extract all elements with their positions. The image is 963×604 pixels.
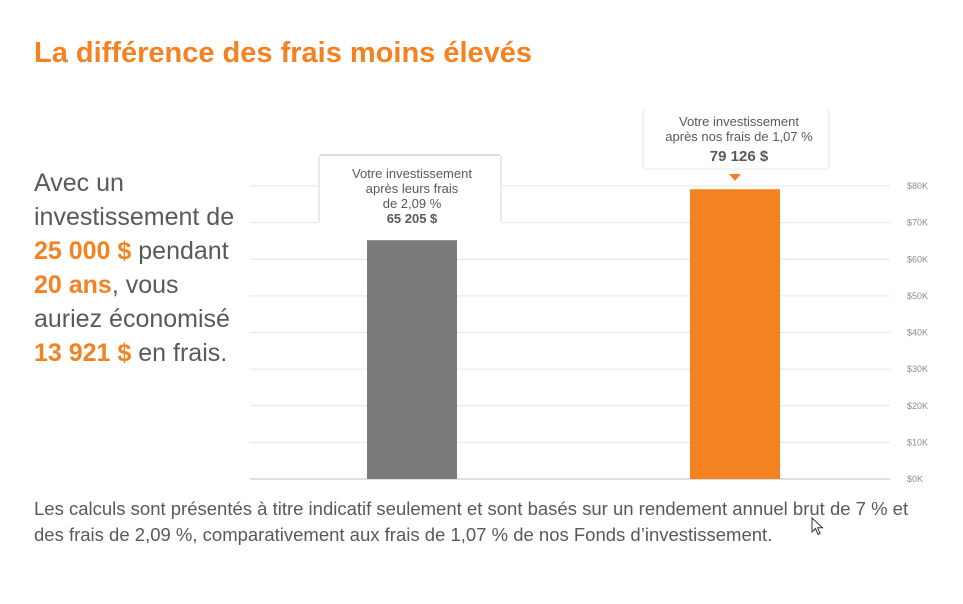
y-tick-label: $40K [907,328,928,338]
mouse-cursor-icon [811,517,824,536]
y-axis-ticks: $0K $10K $20K $30K $40K $50K $60K $70K $80K [907,181,928,484]
bar-2 [690,189,780,479]
lead-text: Avec un investissement de 25 000 $ penda… [34,166,249,370]
y-tick-label: $60K [907,254,928,264]
callout-box [318,155,502,240]
callout-line: après nos frais de 1,07 % [665,129,813,144]
callout-value: 79 126 $ [710,148,769,165]
lead-text-part-2: pendant [131,237,229,265]
y-tick-label: $50K [907,291,928,301]
y-tick-label: $70K [907,218,928,228]
callout-line: après leurs frais [366,181,459,196]
investment-amount: 25 000 $ [34,237,132,265]
slide-title: La différence des frais moins élevés [34,37,533,69]
callout-value: 65 205 $ [387,211,438,226]
disclaimer-note: Les calculs sont présentés à titre indic… [34,498,909,545]
investment-duration: 20 ans [34,271,112,299]
callout-pointer-icon [729,174,741,181]
callout-line: de 2,09 % [383,196,442,211]
lead-text-part-1: Avec un investissement de [34,169,235,231]
lead-text-part-4: en frais. [131,339,228,367]
y-tick-label: $80K [907,181,928,191]
callout-line: Votre investissement [679,114,799,129]
savings-amount: 13 921 $ [34,339,132,367]
y-tick-label: $20K [907,401,928,411]
y-tick-label: $0K [907,474,923,484]
y-tick-label: $30K [907,364,928,374]
y-tick-label: $10K [907,437,928,447]
chart-gridlines [250,185,890,480]
lead-text-part-3: , vous auriez économisé [34,271,230,333]
bar-1 [367,240,457,479]
callout-line: Votre investissement [352,166,472,181]
chart-bars [367,189,780,479]
